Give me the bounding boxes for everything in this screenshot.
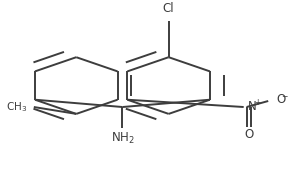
Text: +: +	[254, 98, 260, 107]
Text: NH$_2$: NH$_2$	[111, 131, 134, 146]
Text: Cl: Cl	[163, 3, 174, 15]
Text: N: N	[248, 100, 256, 113]
Text: CH$_3$: CH$_3$	[6, 100, 27, 114]
Text: −: −	[281, 92, 288, 101]
Text: O: O	[244, 128, 253, 141]
Text: O: O	[276, 93, 285, 106]
